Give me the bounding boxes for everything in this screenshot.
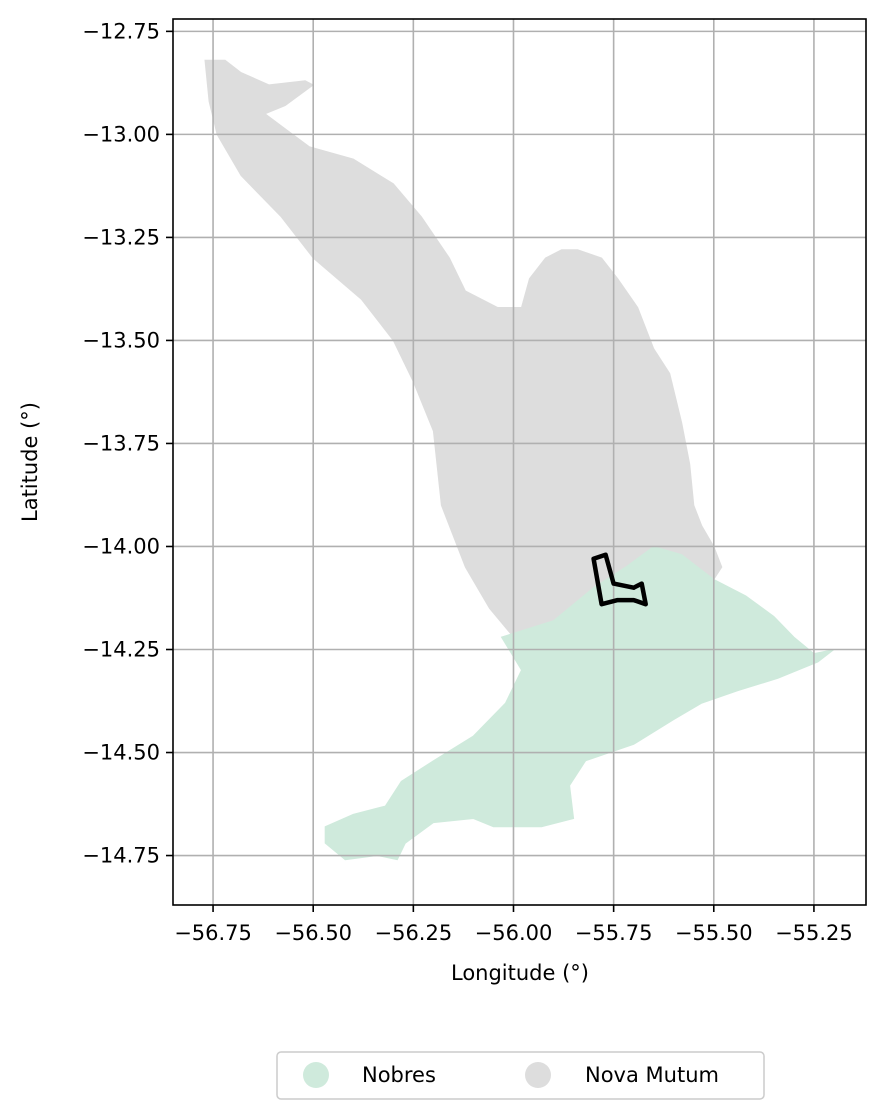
plot-area [172, 18, 867, 906]
study-area-outline [591, 552, 648, 607]
x-tick-label: −55.50 [675, 921, 753, 945]
y-tick-label: −14.75 [82, 844, 160, 868]
x-axis: −56.75 −56.50 −56.25 −56.00 −55.75 −55.50 −55.… [174, 905, 853, 945]
study-area-layer [591, 552, 648, 607]
y-tick-label: −13.00 [82, 122, 160, 146]
x-axis-title: Longitude (°) [451, 961, 589, 985]
x-tick-label: −55.75 [575, 921, 653, 945]
y-tick-label: −14.25 [82, 638, 160, 662]
grid-layer [173, 19, 866, 905]
region-nobres [324, 545, 835, 861]
x-tick-label: −56.00 [475, 921, 553, 945]
regions-layer [204, 59, 835, 861]
y-axis: −12.75 −13.00 −13.25 −13.50 −13.75 −14.00 −14.… [82, 19, 173, 868]
legend-label-nova-mutum: Nova Mutum [585, 1063, 719, 1087]
plot-frame [172, 18, 867, 906]
x-tick-label: −55.25 [775, 921, 853, 945]
legend-marker-nova-mutum [525, 1062, 551, 1088]
y-tick-label: −14.00 [82, 534, 160, 558]
y-tick-label: −13.75 [82, 431, 160, 455]
x-tick-label: −56.75 [174, 921, 252, 945]
y-tick-label: −12.75 [82, 19, 160, 43]
x-tick-label: −56.50 [274, 921, 352, 945]
legend: Nobres Nova Mutum [276, 1051, 765, 1100]
x-tick-label: −56.25 [374, 921, 452, 945]
region-nova-mutum [204, 59, 723, 638]
y-tick-label: −13.50 [82, 328, 160, 352]
legend-marker-nobres [303, 1062, 329, 1088]
y-tick-label: −13.25 [82, 225, 160, 249]
y-tick-label: −14.50 [82, 741, 160, 765]
y-axis-title: Latitude (°) [18, 402, 42, 522]
legend-box [276, 1051, 765, 1100]
legend-label-nobres: Nobres [362, 1063, 436, 1087]
